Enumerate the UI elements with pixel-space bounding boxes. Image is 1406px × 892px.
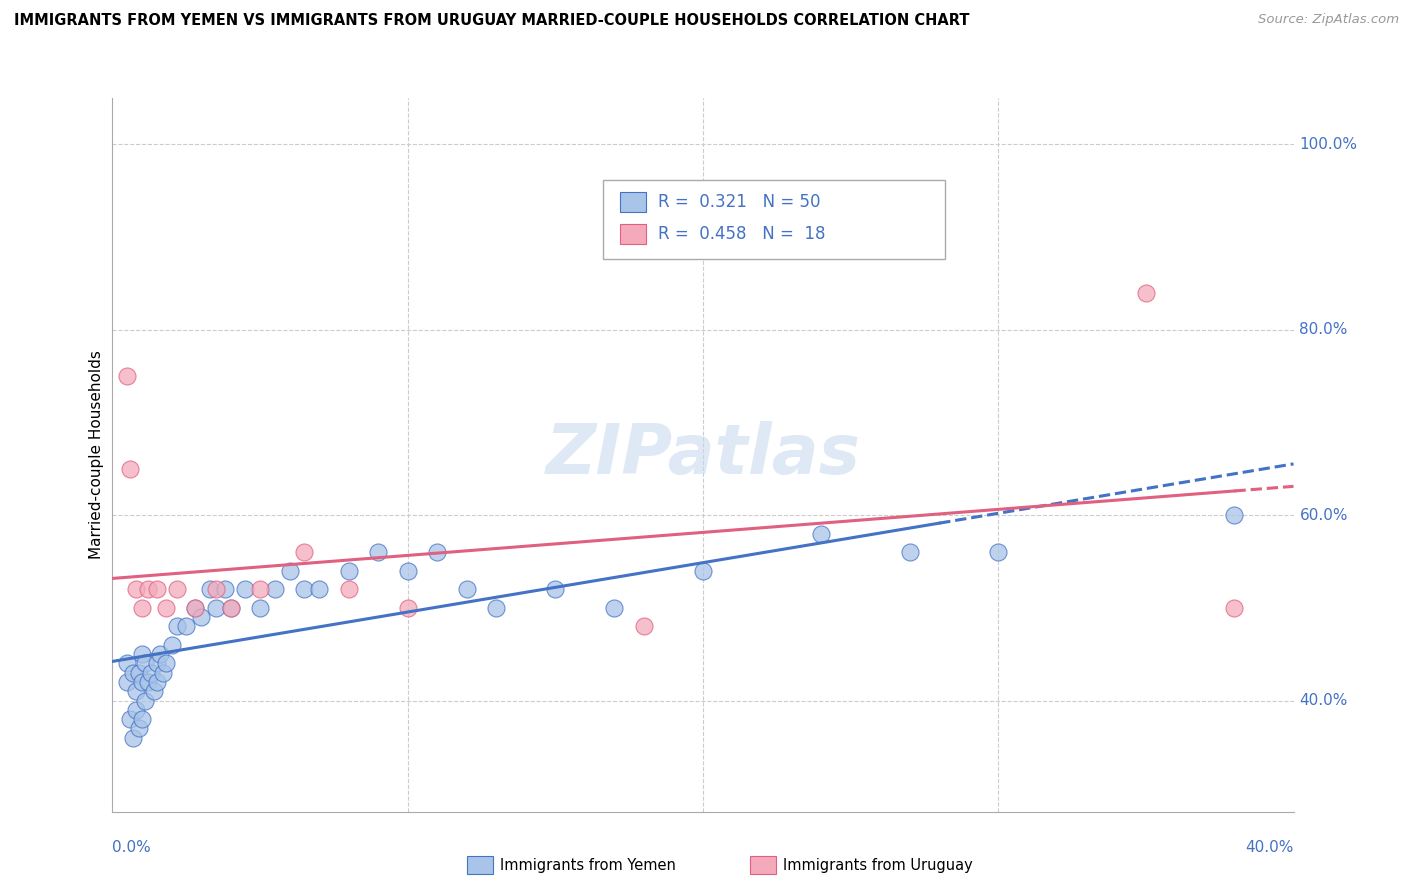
Point [149,647,172,661]
Text: 60.0%: 60.0% [1299,508,1348,523]
Point [249,582,271,597]
Point [131,647,153,661]
Point [125,684,148,698]
Point [603,600,626,615]
Point [544,582,567,597]
Point [249,600,271,615]
Text: Immigrants from Uruguay: Immigrants from Uruguay [783,858,973,872]
Point [166,619,188,633]
Point [214,582,236,597]
Point [125,703,148,717]
Point [1223,600,1246,615]
Point [136,675,159,690]
Point [131,600,153,615]
Point [160,638,183,652]
Point [987,545,1010,559]
Point [205,582,228,597]
Point [117,369,138,384]
Point [233,582,256,597]
Point [122,731,145,745]
Text: 100.0%: 100.0% [1299,137,1357,152]
Text: ZIPatlas: ZIPatlas [546,421,860,489]
Point [166,582,188,597]
Point [456,582,478,597]
Point [184,600,207,615]
Point [292,545,315,559]
Point [396,564,419,578]
Point [633,619,655,633]
Point [128,721,150,735]
Text: R =  0.321   N = 50: R = 0.321 N = 50 [658,193,821,211]
Point [264,582,287,597]
Point [131,712,153,726]
Point [184,600,207,615]
Point [117,657,138,671]
Bar [620,192,647,211]
Y-axis label: Married-couple Households: Married-couple Households [89,351,104,559]
Point [134,657,156,671]
Point [292,582,315,597]
Point [117,675,138,690]
Point [219,600,242,615]
Point [131,675,153,690]
Point [198,582,221,597]
Point [485,600,508,615]
Text: 40.0%: 40.0% [1299,693,1348,708]
FancyBboxPatch shape [603,180,945,259]
Point [139,665,162,680]
Point [205,600,228,615]
Text: R =  0.458   N =  18: R = 0.458 N = 18 [658,225,825,243]
Text: Immigrants from Yemen: Immigrants from Yemen [501,858,676,872]
Point [120,462,142,476]
Text: Source: ZipAtlas.com: Source: ZipAtlas.com [1258,13,1399,27]
Point [1135,285,1157,300]
Point [426,545,449,559]
Point [810,526,832,541]
Point [122,665,145,680]
Point [125,582,148,597]
Text: 80.0%: 80.0% [1299,322,1348,337]
Point [142,684,165,698]
Point [337,582,360,597]
Text: IMMIGRANTS FROM YEMEN VS IMMIGRANTS FROM URUGUAY MARRIED-COUPLE HOUSEHOLDS CORRE: IMMIGRANTS FROM YEMEN VS IMMIGRANTS FROM… [14,13,970,29]
Point [219,600,242,615]
Point [692,564,714,578]
Point [146,657,169,671]
Point [120,712,142,726]
Point [308,582,330,597]
Point [155,600,177,615]
Point [190,610,212,624]
Point [155,657,177,671]
Point [174,619,197,633]
Bar [751,856,776,874]
Point [146,675,169,690]
Bar [467,856,492,874]
Point [134,693,156,707]
Point [337,564,360,578]
Point [898,545,921,559]
Bar [620,224,647,244]
Text: 40.0%: 40.0% [1246,840,1294,855]
Point [136,582,159,597]
Point [367,545,389,559]
Point [278,564,301,578]
Point [1223,508,1246,523]
Point [396,600,419,615]
Point [146,582,169,597]
Point [152,665,174,680]
Point [128,665,150,680]
Text: 0.0%: 0.0% [112,840,152,855]
